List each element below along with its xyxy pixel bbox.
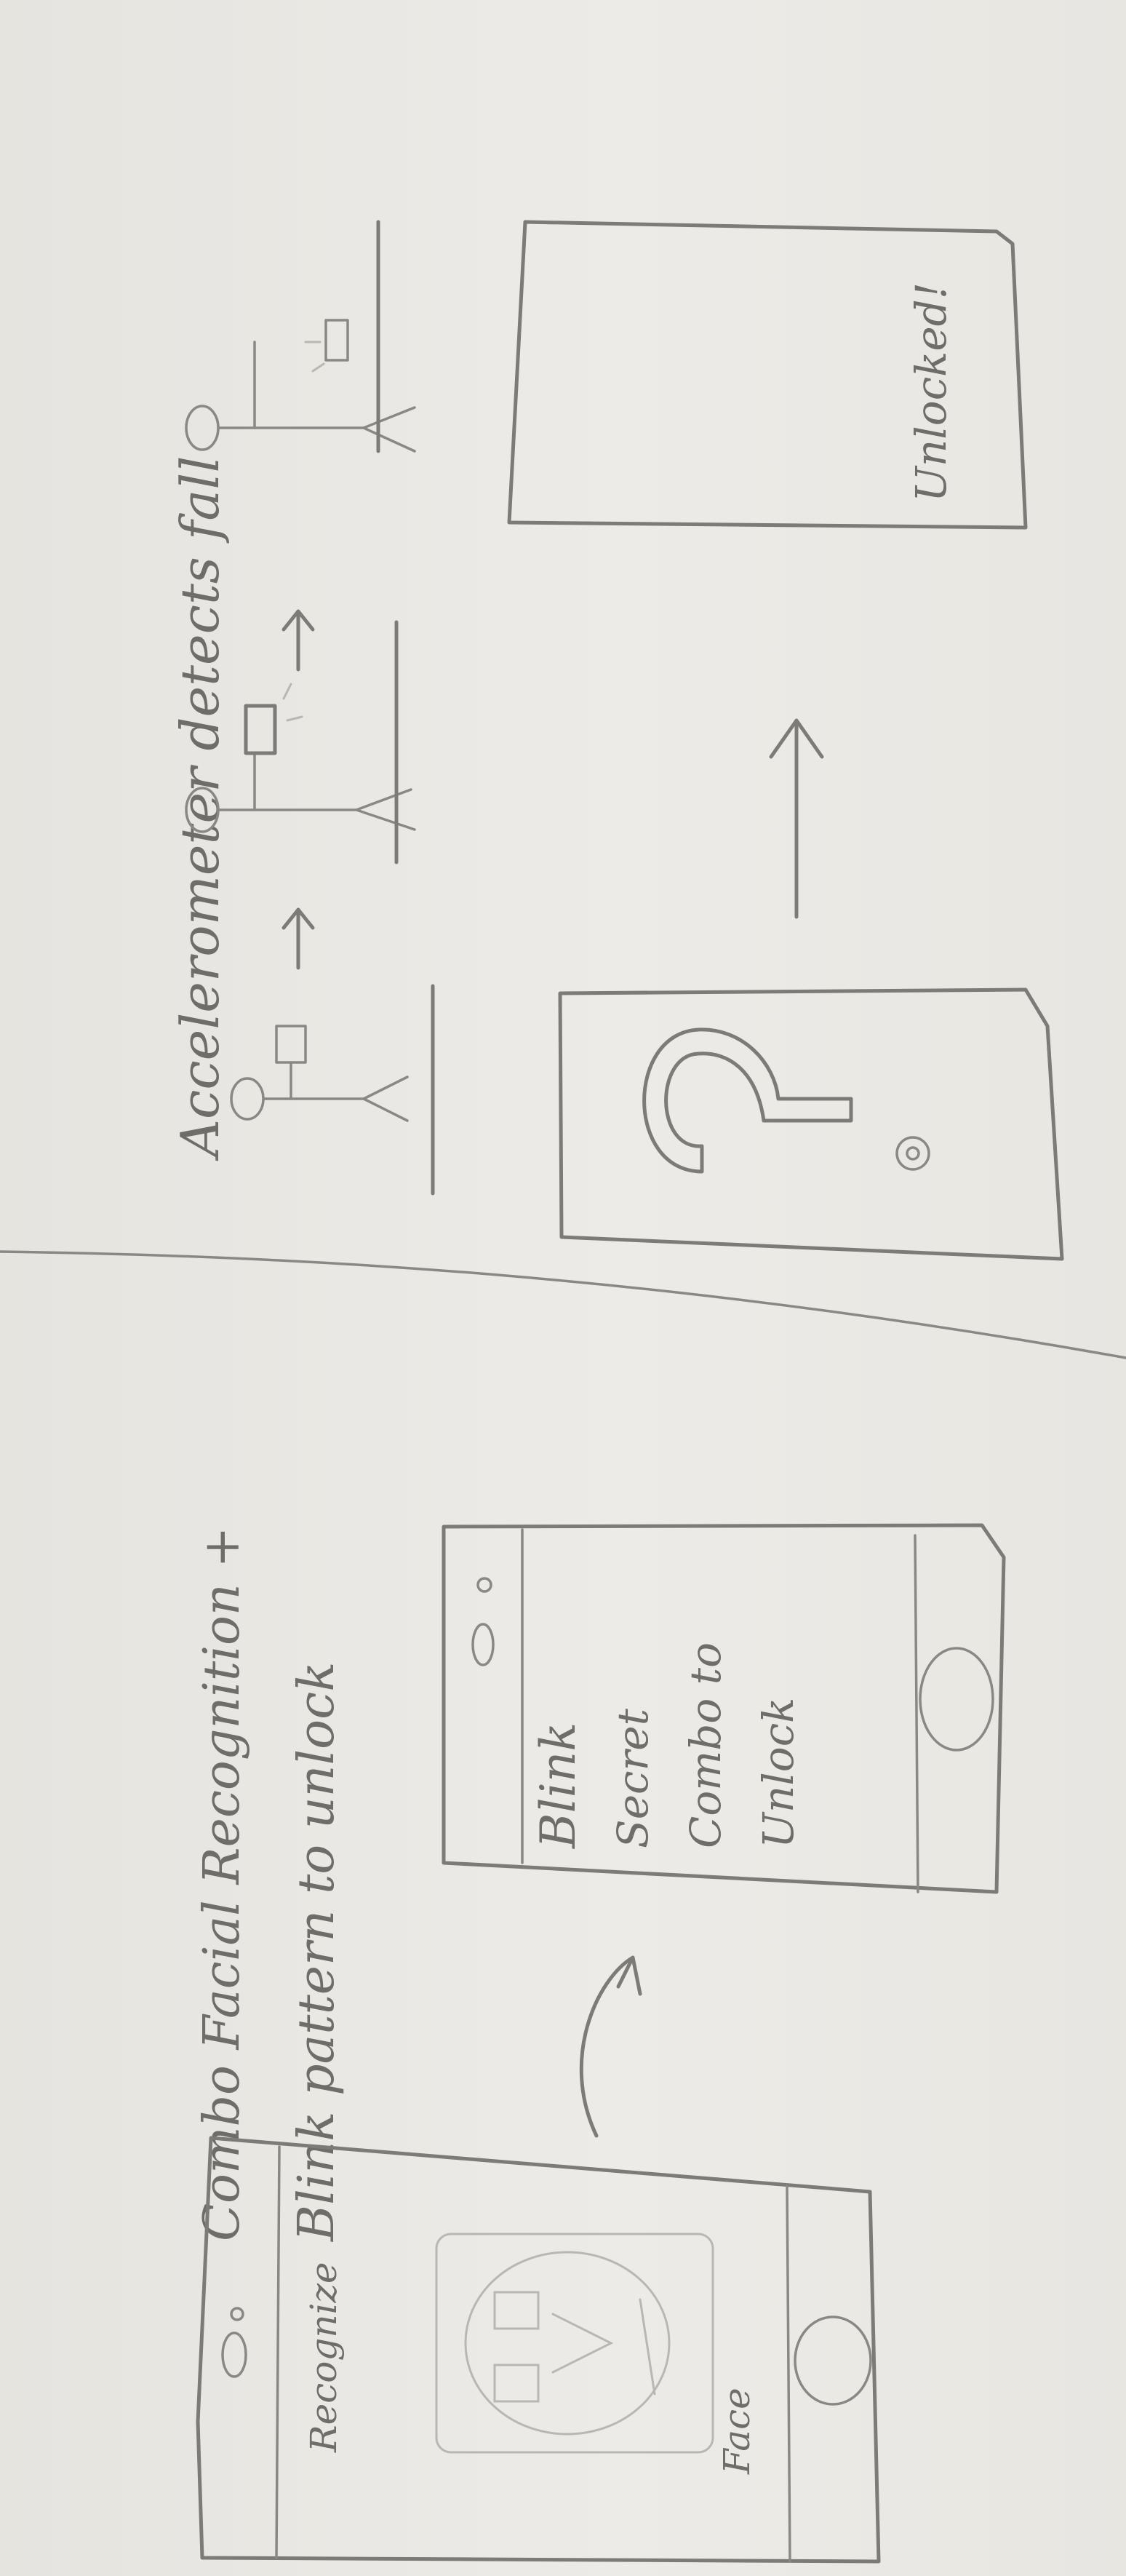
phone-alert-screen [558, 987, 1064, 1261]
blink-line1: Blink [530, 1722, 586, 1849]
blink-line3: Combo to [681, 1642, 730, 1848]
phone-frame [196, 2136, 881, 2564]
question-mark-icon [642, 1027, 853, 1174]
phone-blink-combo: Blink Secret Combo to Unlock [442, 1523, 1006, 1894]
front-camera-icon [221, 2331, 247, 2378]
unlocked-label: Unlocked! [906, 282, 956, 502]
home-button-icon [794, 2315, 872, 2406]
arrow-icon [282, 907, 315, 970]
phone-recognize-face: Recognize Face [196, 2136, 881, 2564]
phone-frame [507, 220, 1028, 530]
arrow-icon [579, 1955, 642, 2138]
panel-divider [0, 1250, 1126, 1359]
blink-line4: Unlock [754, 1698, 803, 1848]
question-dot-icon [895, 1136, 930, 1171]
facial-title-line1: Combo Facial Recognition + [193, 1527, 251, 2241]
arrow-icon [769, 718, 824, 919]
front-camera-icon [471, 1623, 495, 1666]
recognize-label: Recognize [303, 2262, 345, 2453]
person-dropping-phone-icon [185, 620, 416, 864]
person-holding-phone-icon [230, 984, 435, 1196]
phone-falling-icon [185, 220, 416, 453]
arrow-icon [282, 609, 315, 672]
phone-frame [442, 1523, 1006, 1894]
phone-unlocked-screen: Unlocked! [507, 220, 1028, 530]
phone-frame [558, 987, 1064, 1261]
home-button-icon [919, 1647, 994, 1752]
blink-line2: Secret [608, 1708, 658, 1848]
face-label: Face [716, 2388, 758, 2475]
face-icon [435, 2233, 714, 2454]
facial-title-line2: Blink pattern to unlock [288, 1662, 346, 2243]
